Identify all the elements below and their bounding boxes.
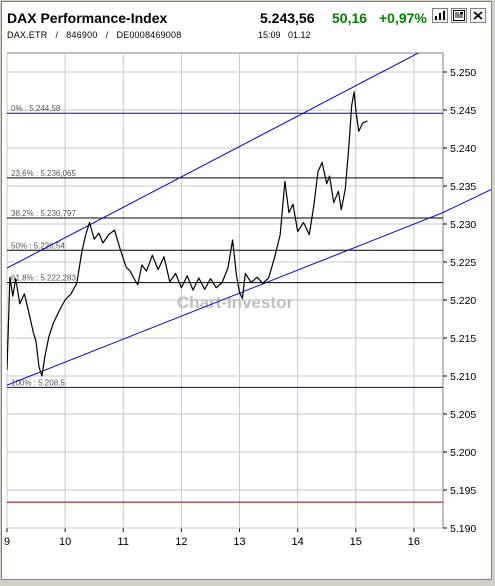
x-tick-label: 13 <box>233 536 245 548</box>
watermark: Chart-Investor <box>177 293 294 312</box>
news-icon <box>453 10 465 21</box>
x-tick-label: 10 <box>59 536 71 548</box>
chart-type-button[interactable] <box>432 8 448 23</box>
close-icon <box>473 11 483 20</box>
fibonacci-label: 61,8% : 5.222,283 <box>11 274 76 283</box>
y-tick-label: 5.230 <box>450 219 476 231</box>
y-tick-label: 5.240 <box>450 143 476 155</box>
price-change: 50,16 <box>332 10 368 26</box>
y-tick-label: 5.210 <box>450 371 476 383</box>
chart-area: 9 10 11 12 13 14 15 16 5.250 5.245 5.240 5.235 5.230… <box>2 46 492 581</box>
trend-channel-line <box>7 212 443 386</box>
x-tick-label: 16 <box>408 536 420 548</box>
fibonacci-label: 100% : 5.208,5 <box>11 378 65 387</box>
price-change-percent: +0,97% <box>379 10 427 26</box>
y-tick-label: 5.215 <box>450 333 476 345</box>
index-title: DAX Performance-Index <box>7 10 168 26</box>
instrument-identifiers: DAX.ETR / 846900 / DE0008469008 <box>7 30 182 40</box>
y-tick-label: 5.225 <box>450 257 476 269</box>
x-tick-label: 12 <box>175 536 187 548</box>
x-tick-label: 11 <box>118 536 129 548</box>
x-tick-label: 15 <box>350 536 362 548</box>
price-chart: 9 10 11 12 13 14 15 16 5.250 5.245 5.240 5.235 5.230… <box>4 52 492 548</box>
y-tick-label: 5.245 <box>450 105 476 117</box>
news-button[interactable] <box>451 8 467 23</box>
quote-time: 15:09 01.12 <box>258 30 311 40</box>
chart-type-icon <box>435 11 445 20</box>
price-series-line <box>7 91 368 377</box>
trend-channel-line <box>7 53 420 269</box>
y-tick-label: 5.205 <box>450 409 476 421</box>
y-tick-label: 5.220 <box>450 295 476 307</box>
x-tick-label: 9 <box>4 536 10 548</box>
fibonacci-label: 50% : 5.226,54 <box>11 241 65 250</box>
y-tick-label: 5.235 <box>450 181 476 193</box>
x-tick-label: 14 <box>292 536 304 548</box>
fibonacci-label: 0% : 5.244,58 <box>11 104 61 113</box>
chart-header: DAX Performance-Index 5.243,56 50,16 +0,… <box>2 2 491 44</box>
fibonacci-label: 38,2% : 5.230,797 <box>11 209 76 218</box>
y-tick-label: 5.250 <box>450 67 476 79</box>
fibonacci-label: 23,6% : 5.236,065 <box>11 169 76 178</box>
close-button[interactable] <box>470 8 486 23</box>
y-tick-label: 5.190 <box>450 523 476 535</box>
last-price: 5.243,56 <box>260 10 315 26</box>
plot-frame <box>6 52 444 529</box>
trend-channel-extension <box>442 189 492 214</box>
y-tick-label: 5.195 <box>450 485 476 497</box>
y-tick-label: 5.200 <box>450 447 476 459</box>
